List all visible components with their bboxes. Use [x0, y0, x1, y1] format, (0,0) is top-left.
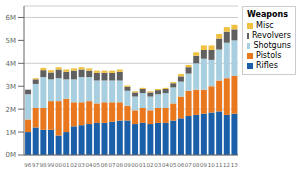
- svg-text:08: 08: [116, 162, 123, 168]
- svg-text:1M: 1M: [8, 129, 16, 137]
- svg-text:00: 00: [131, 162, 138, 168]
- svg-text:09: 09: [200, 162, 207, 168]
- html-text:Misc: Misc: [256, 21, 274, 30]
- svg-text:3M: 3M: [8, 83, 16, 91]
- svg-text:0M: 0M: [8, 151, 16, 159]
- svg-text:11: 11: [215, 162, 222, 168]
- svg-text:10: 10: [208, 162, 215, 168]
- svg-text:12: 12: [223, 162, 230, 168]
- svg-text:00: 00: [55, 162, 62, 168]
- svg-text:05: 05: [170, 162, 177, 168]
- svg-text:04: 04: [85, 162, 92, 168]
- svg-text:13: 13: [231, 162, 238, 168]
- svg-text:2M: 2M: [8, 106, 16, 114]
- svg-text:01: 01: [63, 162, 70, 168]
- svg-text:99: 99: [47, 162, 54, 168]
- svg-text:06: 06: [101, 162, 108, 168]
- svg-text:03: 03: [78, 162, 85, 168]
- svg-text:98: 98: [40, 162, 47, 168]
- svg-text:07: 07: [108, 162, 115, 168]
- html-text:Shotguns: Shotguns: [253, 41, 291, 50]
- svg-text:02: 02: [147, 162, 154, 168]
- svg-text:05: 05: [93, 162, 100, 168]
- svg-text:96: 96: [24, 162, 31, 168]
- html-text:Weapons: Weapons: [247, 10, 288, 19]
- html-text:Rifles: Rifles: [256, 61, 278, 70]
- svg-text:06: 06: [177, 162, 184, 168]
- svg-text:09: 09: [124, 162, 131, 168]
- svg-text:01: 01: [139, 162, 146, 168]
- svg-text:03: 03: [154, 162, 161, 168]
- html-text:Revolvers: Revolvers: [251, 31, 291, 40]
- svg-text:97: 97: [32, 162, 39, 168]
- svg-text:04: 04: [162, 162, 169, 168]
- svg-text:5M: 5M: [8, 37, 16, 45]
- svg-text:02: 02: [70, 162, 77, 168]
- svg-text:4M: 4M: [8, 60, 16, 68]
- svg-text:07: 07: [185, 162, 192, 168]
- svg-text:6M: 6M: [8, 14, 16, 22]
- svg-text:08: 08: [192, 162, 199, 168]
- html-text:Pistols: Pistols: [256, 51, 282, 60]
